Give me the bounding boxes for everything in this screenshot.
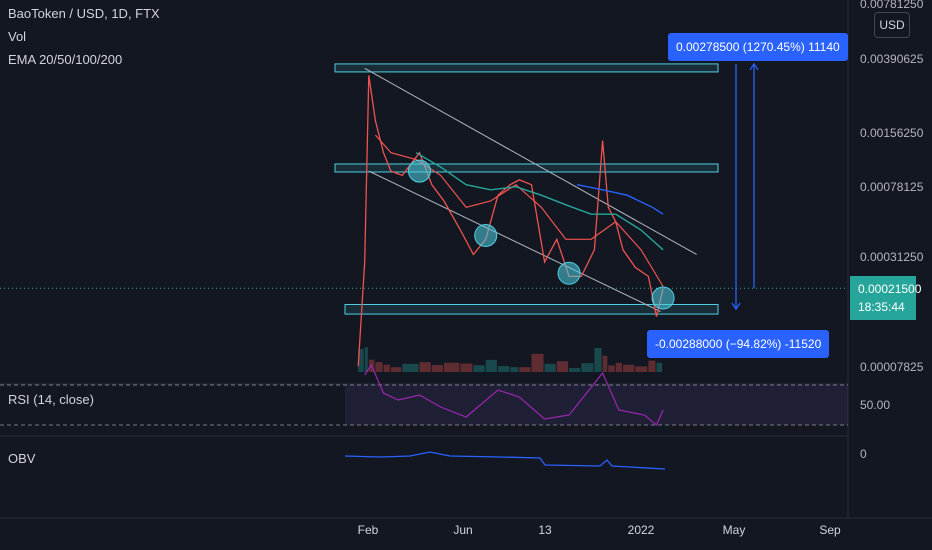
price-tick-4: 0.00078125: [860, 180, 924, 194]
volume-bar: [510, 367, 519, 372]
volume-bar: [364, 347, 368, 372]
zone-resistance-high: [334, 63, 719, 73]
measure-up-arrowhead: [749, 62, 759, 71]
volume-bar: [497, 366, 510, 372]
zone-resistance-mid: [334, 163, 719, 173]
volume-bar: [390, 367, 402, 372]
x-tick-jun: Jun: [453, 523, 473, 537]
channel-touch-marker-4: [651, 286, 675, 310]
volume-bar: [569, 368, 581, 372]
volume-bar: [460, 363, 473, 372]
obv-legend[interactable]: OBV: [8, 451, 36, 466]
volume-bar: [556, 361, 569, 372]
x-tick-2022: 2022: [627, 523, 655, 537]
volume-bar: [402, 363, 419, 372]
rsi-tick-50: 50.00: [860, 398, 891, 412]
volume-bar: [656, 362, 663, 372]
volume-bar: [444, 362, 460, 372]
zone-support-low: [344, 303, 719, 315]
currency-badge[interactable]: USD: [874, 12, 910, 38]
volume-bar: [431, 365, 444, 372]
channel-touch-marker-2: [474, 223, 498, 247]
volume-bar: [615, 362, 623, 372]
price-tick-2: 0.00390625: [860, 52, 924, 66]
rsi-legend[interactable]: RSI (14, close): [8, 392, 94, 407]
volume-bar: [383, 364, 390, 372]
x-tick-13: 13: [538, 523, 552, 537]
x-tick-sep: Sep: [819, 523, 841, 537]
rsi-band: [345, 385, 848, 425]
volume-bar: [358, 348, 364, 372]
measure-down-label[interactable]: -0.00288000 (−94.82%) -11520: [647, 330, 830, 358]
volume-bar: [419, 362, 431, 372]
volume-bar: [648, 360, 656, 372]
volume-bar: [623, 364, 635, 372]
obv-tick-0: 0: [860, 447, 867, 461]
ema-100-series: [577, 184, 664, 215]
x-tick-may: May: [722, 523, 746, 537]
volume-bar: [485, 359, 497, 372]
volume-bar: [519, 367, 531, 372]
price-tick-1: 0.00781250: [860, 0, 924, 11]
volume-bar: [581, 363, 594, 372]
volume-bar: [594, 348, 602, 372]
price-tick-5: 0.00031250: [860, 250, 924, 264]
volume-bar: [544, 363, 556, 372]
price-tick-6: 0.00007825: [860, 360, 924, 374]
channel-touch-marker-1: [407, 159, 431, 183]
current-price-value: 0.00021500: [858, 282, 922, 296]
bar-countdown: 18:35:44: [858, 300, 905, 314]
symbol-legend[interactable]: BaoToken / USD, 1D, FTX: [8, 6, 160, 21]
x-tick-feb: Feb: [357, 523, 379, 537]
measure-down-arrowhead: [731, 302, 741, 311]
price-tick-3: 0.00156250: [860, 126, 924, 140]
obv-line: [344, 451, 666, 470]
channel-touch-marker-3: [557, 261, 581, 285]
ema-20-series: [374, 134, 664, 287]
ema-legend[interactable]: EMA 20/50/100/200: [8, 52, 123, 67]
volume-bar: [375, 362, 383, 372]
channel-line-1: [364, 67, 697, 255]
measure-up-label[interactable]: 0.00278500 (1270.45%) 11140: [668, 33, 848, 61]
volume-legend[interactable]: Vol: [8, 29, 27, 44]
volume-bar: [473, 365, 485, 372]
rsi-line: [364, 363, 664, 426]
volume-bar: [608, 365, 615, 372]
ema-50-series: [415, 152, 664, 251]
channel-line-2: [368, 170, 661, 313]
volume-bar: [602, 355, 608, 372]
price-series: [357, 75, 664, 367]
volume-bar: [635, 366, 648, 372]
volume-bar: [531, 353, 544, 372]
current-price-label: 0.00021500 18:35:44: [850, 276, 922, 320]
